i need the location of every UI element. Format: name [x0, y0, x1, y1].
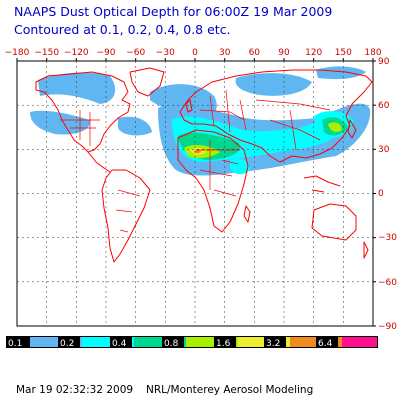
- lon-label: 150: [335, 48, 352, 58]
- lat-label: 90: [378, 57, 390, 67]
- title-line-2: Contoured at 0.1, 0.2, 0.4, 0.8 etc.: [14, 22, 231, 37]
- lon-label: 180: [364, 48, 381, 58]
- tick-marks: [16, 58, 376, 327]
- lon-label: −30: [156, 48, 175, 58]
- lat-label: −60: [378, 278, 397, 288]
- lon-label: 120: [305, 48, 322, 58]
- legend-label: 0.8: [164, 339, 179, 349]
- legend-swatch: [342, 337, 377, 347]
- lon-label: 0: [192, 48, 198, 58]
- lon-label: −150: [34, 48, 59, 58]
- legend-label: 1.6: [216, 339, 231, 349]
- lon-label: 60: [249, 48, 261, 58]
- legend-label: 0.2: [60, 339, 74, 349]
- lon-label: 90: [278, 48, 290, 58]
- title-line-1: NAAPS Dust Optical Depth for 06:00Z 19 M…: [14, 4, 333, 19]
- legend-swatch: [82, 337, 134, 347]
- legend-label: 3.2: [266, 339, 280, 349]
- lon-label: −120: [64, 48, 89, 58]
- lon-label: 30: [219, 48, 231, 58]
- latitude-labels: 90 60 30 0 −30 −60 −90: [378, 57, 397, 332]
- longitude-labels: −180 −150 −120 −90 −60 −30 0 30 60 90 12…: [5, 48, 382, 58]
- lat-label: −30: [378, 233, 397, 243]
- coastlines: [35, 67, 373, 263]
- lat-label: 60: [378, 101, 390, 111]
- lat-label: 0: [378, 189, 384, 199]
- footer-credit: NRL/Monterey Aerosol Modeling: [146, 384, 314, 396]
- color-legend: 0.1 0.2 0.4 0.8 1.6 3.2 6.4: [6, 336, 378, 349]
- lon-label: −180: [5, 48, 30, 58]
- legend-label: 0.4: [112, 339, 127, 349]
- lon-label: −60: [126, 48, 145, 58]
- borders: [60, 89, 331, 233]
- dust-map: −180 −150 −120 −90 −60 −30 0 30 60 90 12…: [5, 48, 398, 349]
- legend-swatch: [30, 337, 82, 347]
- legend-swatch: [134, 337, 186, 347]
- lat-label: 30: [378, 145, 390, 155]
- legend-label: 0.1: [8, 339, 22, 349]
- legend-label: 6.4: [318, 339, 333, 349]
- lat-label: −90: [378, 322, 397, 332]
- lon-label: −90: [97, 48, 116, 58]
- legend-swatch: [186, 337, 238, 347]
- graticule: [17, 61, 373, 326]
- footer-timestamp: Mar 19 02:32:32 2009: [16, 384, 134, 396]
